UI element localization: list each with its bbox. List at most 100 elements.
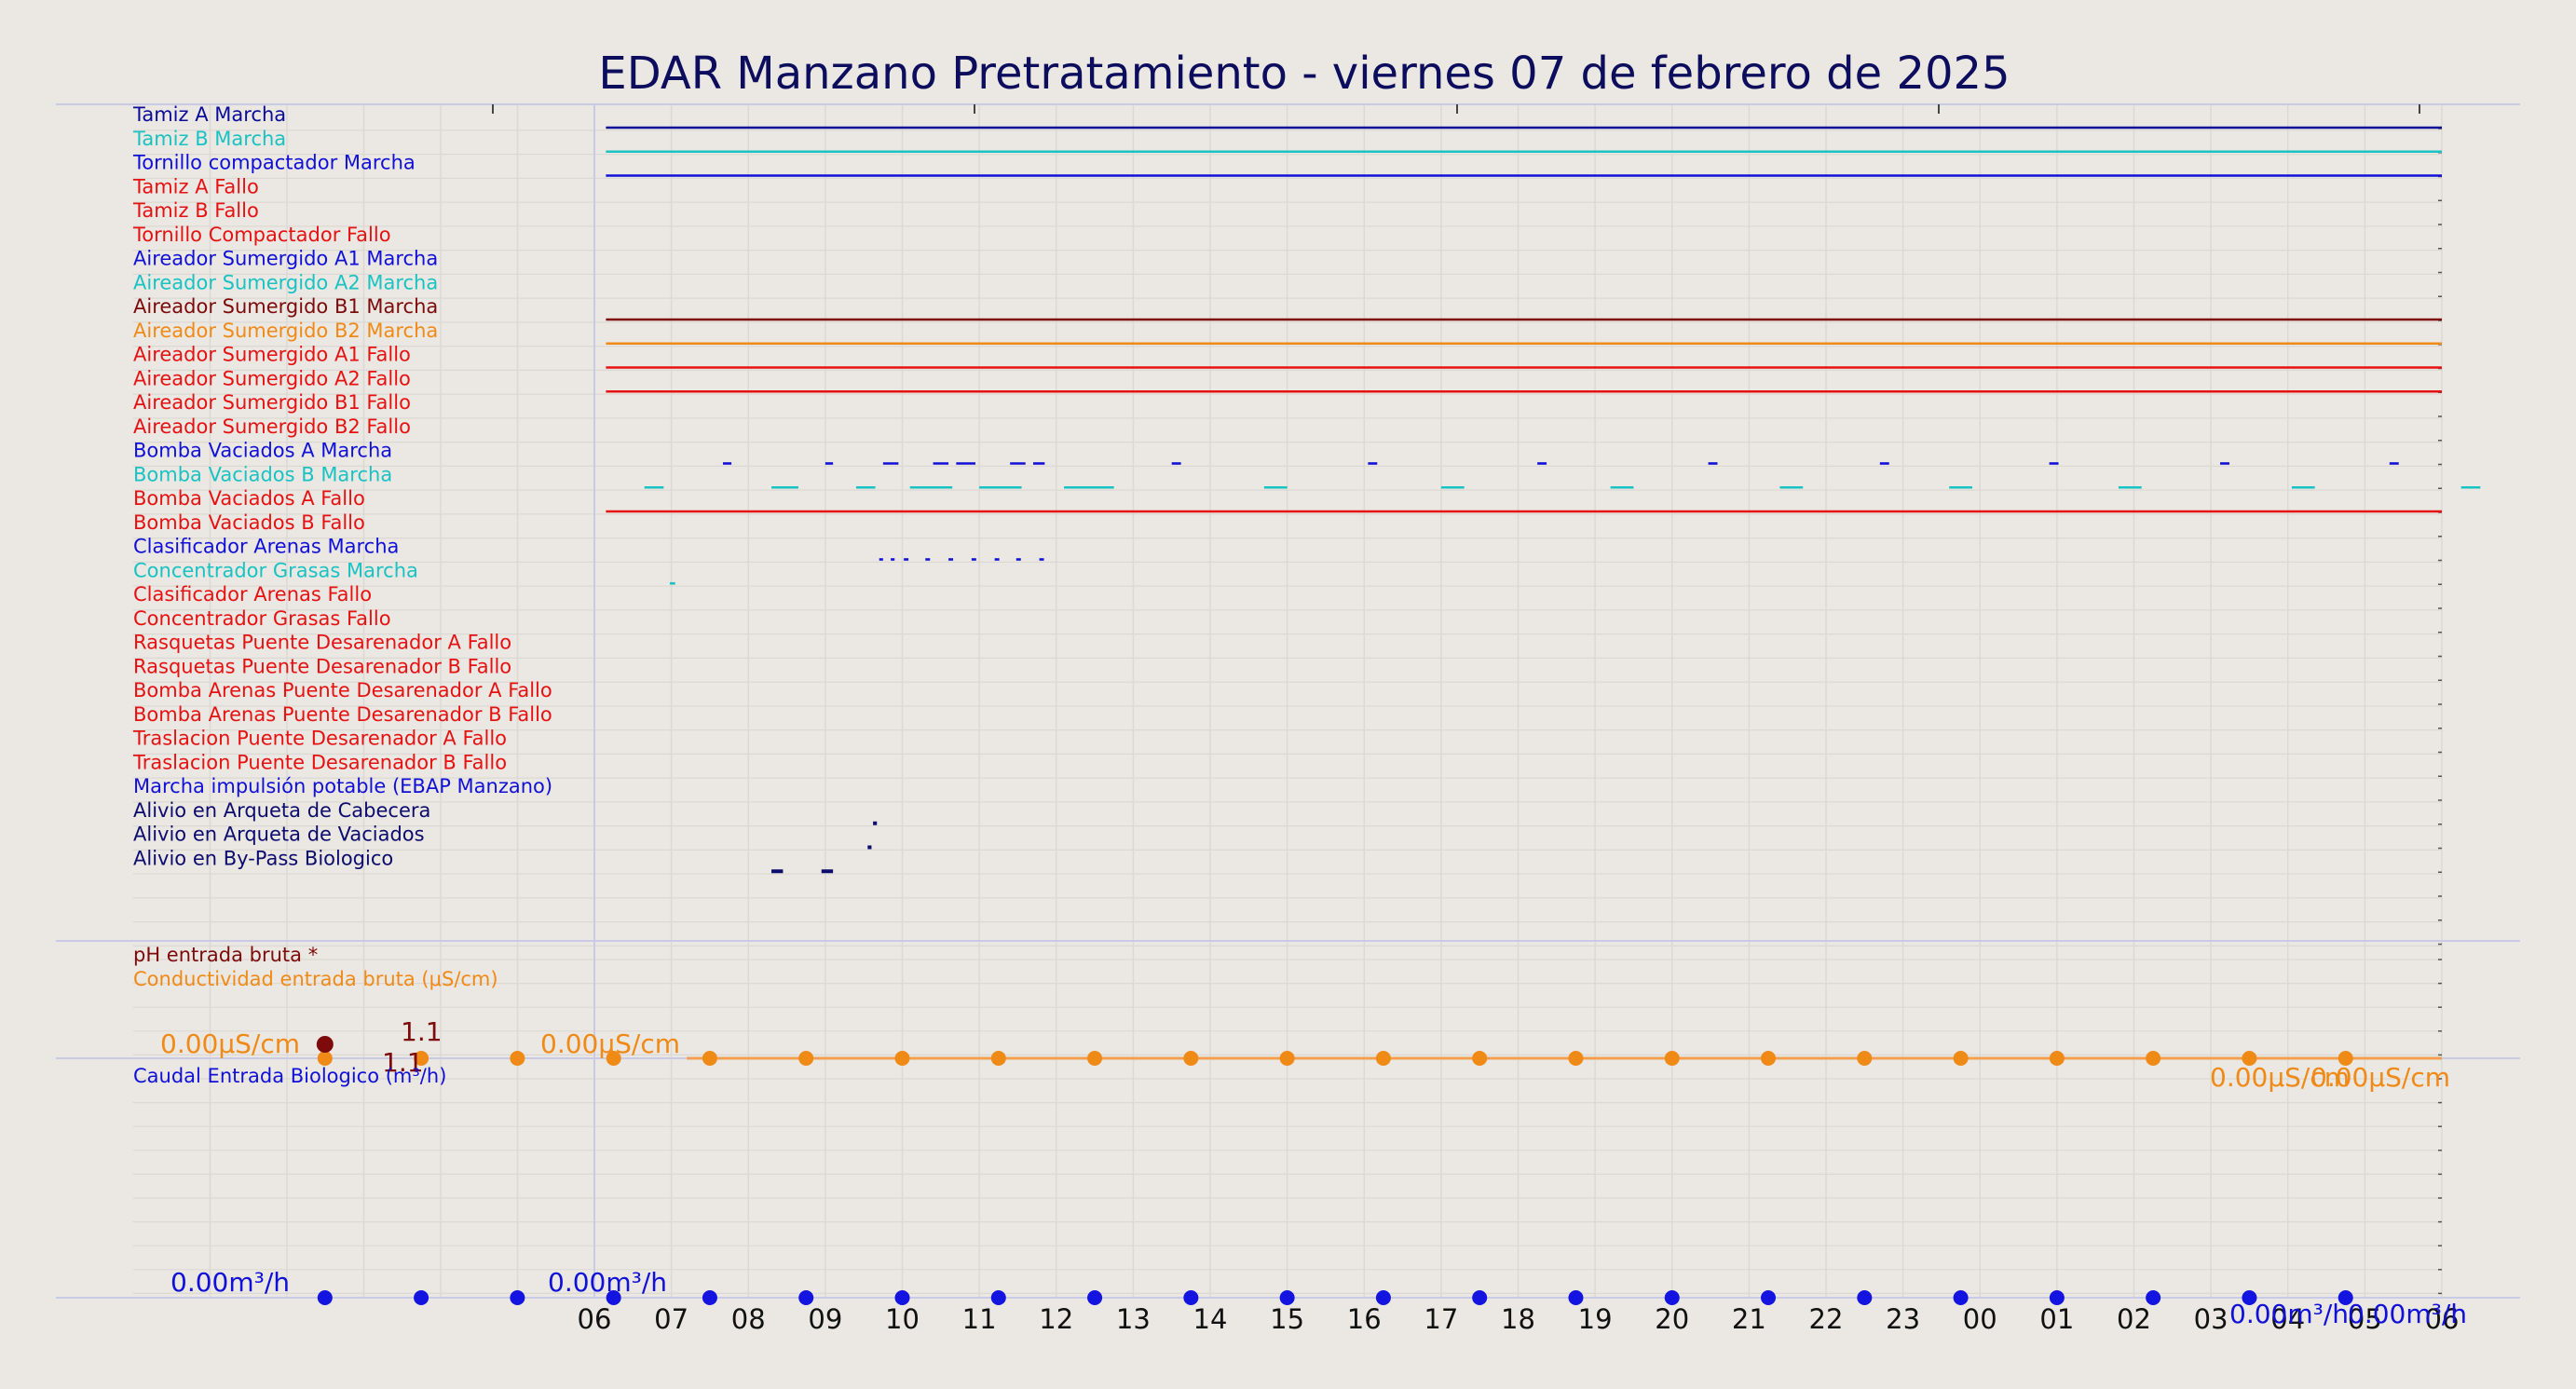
conductivity-point xyxy=(2049,1051,2065,1066)
x-tick-label: 12 xyxy=(1039,1303,1073,1335)
x-tick-label: 21 xyxy=(1732,1303,1766,1335)
signal-label: Aireador Sumergido A1 Fallo xyxy=(133,344,411,366)
conductivity-point xyxy=(1664,1051,1680,1066)
x-tick-label: 01 xyxy=(2039,1303,2074,1335)
flow-point xyxy=(1953,1290,1969,1305)
flow-point xyxy=(2337,1290,2353,1305)
x-tick-label: 13 xyxy=(1116,1303,1151,1335)
flow-point xyxy=(1664,1290,1680,1305)
x-tick-label: 22 xyxy=(1809,1303,1844,1335)
signal-label: Aireador Sumergido B1 Marcha xyxy=(133,295,438,318)
flow-point xyxy=(414,1290,429,1305)
x-tick-label: 08 xyxy=(731,1303,766,1335)
x-tick-label: 16 xyxy=(1347,1303,1382,1335)
signal-label: Concentrador Grasas Fallo xyxy=(133,607,391,630)
signal-label: Alivio en Arqueta de Cabecera xyxy=(133,799,430,822)
conductivity-point xyxy=(1761,1051,1777,1066)
conductivity-point xyxy=(1087,1051,1103,1066)
conductivity-point xyxy=(2337,1051,2353,1066)
value-annotation: 0.00m³/h xyxy=(2229,1299,2349,1329)
value-annotation: 1.1 xyxy=(401,1016,443,1047)
signal-label: Bomba Arenas Puente Desarenador B Fallo xyxy=(133,703,552,726)
signal-label: Clasificador Arenas Fallo xyxy=(133,583,372,606)
signal-label: Tamiz B Fallo xyxy=(132,199,259,222)
flow-point xyxy=(1087,1290,1103,1305)
x-tick-label: 10 xyxy=(885,1303,920,1335)
conductivity-point xyxy=(990,1051,1006,1066)
flow-point xyxy=(1472,1290,1488,1305)
flow-point xyxy=(2049,1290,2065,1305)
signal-label: Aireador Sumergido A1 Marcha xyxy=(133,248,438,270)
conductivity-point xyxy=(1472,1051,1488,1066)
conductivity-point xyxy=(1857,1051,1873,1066)
flow-point xyxy=(1375,1290,1391,1305)
conductivity-point xyxy=(894,1051,910,1066)
value-annotation: 0.00μS/cm xyxy=(2210,1062,2350,1093)
conductivity-point xyxy=(414,1051,429,1066)
x-tick-label: 20 xyxy=(1655,1303,1689,1335)
conductivity-point xyxy=(510,1051,525,1066)
flow-point xyxy=(1279,1290,1295,1305)
flow-point xyxy=(1857,1290,1873,1305)
signal-label: Aireador Sumergido B1 Fallo xyxy=(133,391,411,414)
value-annotation: 1.1 xyxy=(382,1047,424,1078)
signal-label: Bomba Vaciados B Marcha xyxy=(133,463,392,485)
signal-label: Tornillo compactador Marcha xyxy=(132,152,416,174)
x-tick-label: 11 xyxy=(962,1303,997,1335)
conductivity-point xyxy=(317,1051,333,1066)
x-tick-label: 04 xyxy=(2270,1303,2305,1335)
flow-point xyxy=(990,1290,1006,1305)
flow-point xyxy=(1568,1290,1584,1305)
x-tick-label: 07 xyxy=(654,1303,688,1335)
conductivity-point xyxy=(1375,1051,1391,1066)
signal-label: Tamiz A Fallo xyxy=(132,175,259,197)
x-tick-label: 19 xyxy=(1578,1303,1613,1335)
signal-label: Aireador Sumergido A2 Marcha xyxy=(133,271,438,293)
value-annotation: 0.00m³/h xyxy=(548,1267,667,1298)
signal-label: Traslacion Puente Desarenador A Fallo xyxy=(132,728,507,750)
signal-layer xyxy=(606,126,2481,874)
x-tick-label: 05 xyxy=(2348,1303,2382,1335)
conductivity-point xyxy=(606,1051,621,1066)
conductivity-point xyxy=(1953,1051,1969,1066)
signal-label: Aireador Sumergido B2 Marcha xyxy=(133,320,438,342)
x-tick-label: 23 xyxy=(1886,1303,1920,1335)
signal-label: Tornillo Compactador Fallo xyxy=(132,224,391,246)
conductivity-point xyxy=(702,1051,717,1066)
signal-label: Concentrador Grasas Marcha xyxy=(133,559,418,581)
conductivity-point xyxy=(1183,1051,1199,1066)
signal-label: Traslacion Puente Desarenador B Fallo xyxy=(132,751,507,773)
flow-point xyxy=(317,1290,333,1305)
conductivity-point xyxy=(1568,1051,1584,1066)
analog-layer: 0.00μS/cm 1.11.10.00μS/cm0.00μS/cm0.00μS/… xyxy=(160,1016,2467,1329)
flow-point xyxy=(1183,1290,1199,1305)
x-tick-label: 17 xyxy=(1424,1303,1458,1335)
x-tick-label: 06 xyxy=(2425,1303,2460,1335)
conductivity-point xyxy=(1279,1051,1295,1066)
chart-title: EDAR Manzano Pretratamiento - viernes 07… xyxy=(598,48,2010,100)
signal-label: Bomba Arenas Puente Desarenador A Fallo xyxy=(133,679,552,701)
signal-label: Aireador Sumergido B2 Fallo xyxy=(133,415,411,438)
value-annotation: 0.00m³/h xyxy=(2348,1299,2467,1329)
signal-label: Bomba Vaciados A Fallo xyxy=(133,487,365,510)
axis-layer: 06 07 08 09 10 11 12 13 14 15 16 17 18 19 20 21 22 23 00 01… xyxy=(56,103,2520,1335)
x-tick-label: 09 xyxy=(808,1303,842,1335)
x-tick-label: 14 xyxy=(1193,1303,1228,1335)
signal-label: Rasquetas Puente Desarenador A Fallo xyxy=(133,632,511,654)
series-label: Conductividad entrada bruta (μS/cm) xyxy=(133,968,498,990)
series-label: Caudal Entrada Biologico (m³/h) xyxy=(133,1065,446,1087)
flow-point xyxy=(2146,1290,2161,1305)
value-annotation: 0.00μS/cm xyxy=(160,1028,300,1059)
x-tick-label: 02 xyxy=(2117,1303,2151,1335)
value-annotation: 0.00μS/cm xyxy=(2310,1062,2450,1093)
series-label: pH entrada bruta * xyxy=(133,944,318,966)
value-annotation: 0.00m³/h xyxy=(170,1267,290,1298)
signal-label: Marcha impulsión potable (EBAP Manzano) xyxy=(133,775,552,797)
signal-label: Tamiz B Marcha xyxy=(132,128,286,150)
x-tick-label: 06 xyxy=(578,1303,612,1335)
signal-label: Tamiz A Marcha xyxy=(132,103,286,126)
